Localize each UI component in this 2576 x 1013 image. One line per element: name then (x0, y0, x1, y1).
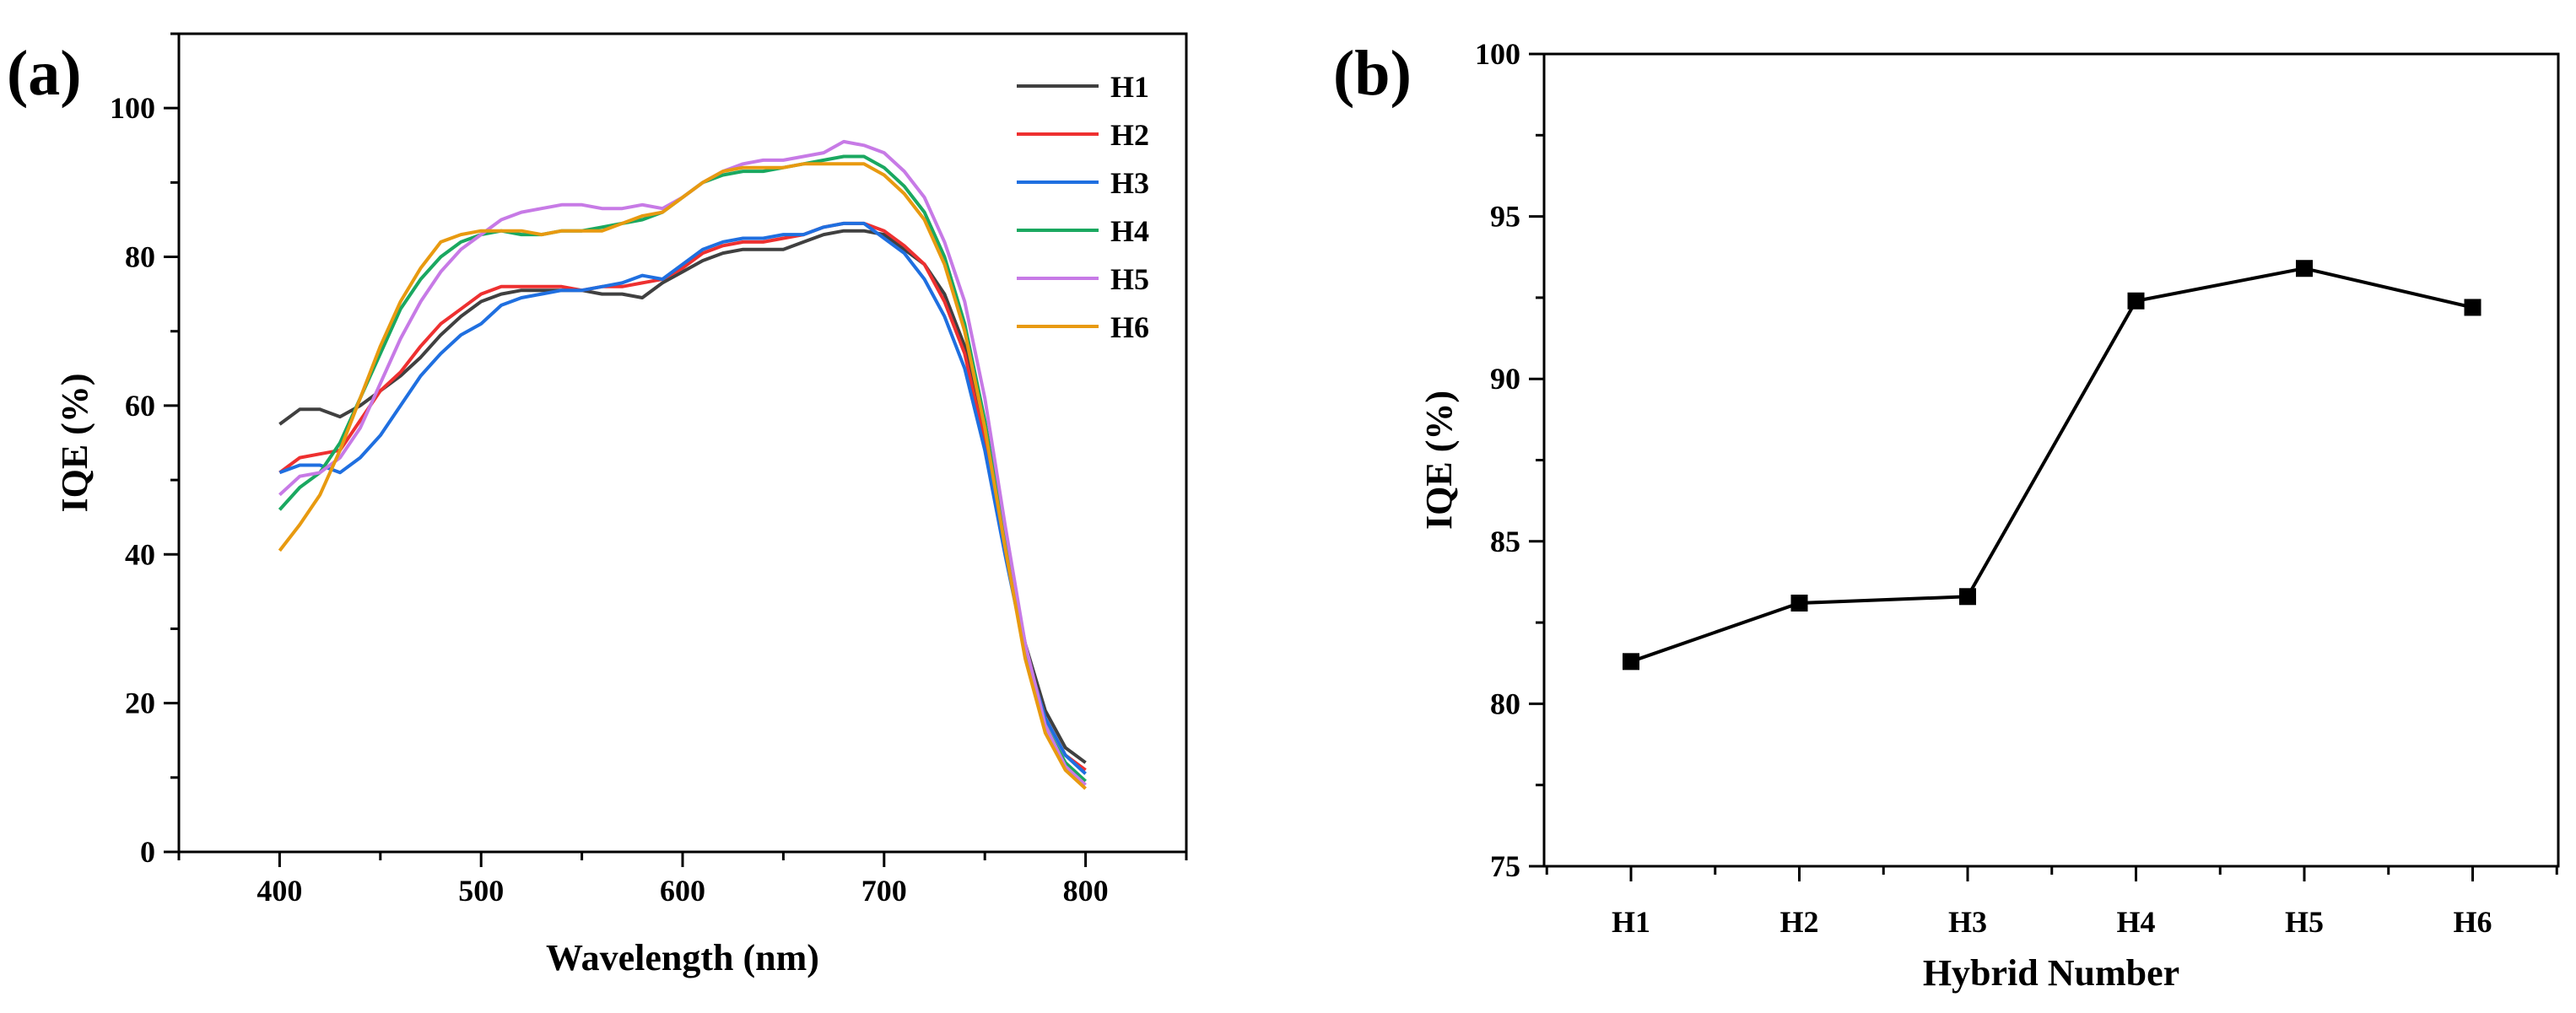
x-tick-label-b: H1 (1612, 905, 1650, 939)
x-tick-label-a: 700 (861, 874, 907, 908)
series-line-h3 (278, 221, 1087, 775)
y-tick-label-a: 40 (125, 537, 155, 571)
y-axis-title-a: IQE (%) (54, 374, 95, 513)
y-tick-label-b: 90 (1490, 362, 1520, 396)
legend-label-h2: H2 (1110, 118, 1149, 152)
x-tick-label-b: H6 (2453, 905, 2492, 939)
data-marker-h3 (1959, 588, 1976, 606)
x-tick-label-b: H2 (1779, 905, 1818, 939)
data-marker-h1 (1623, 653, 1639, 671)
legend-label-h3: H3 (1110, 166, 1149, 200)
y-tick-label-b: 95 (1490, 200, 1520, 234)
x-tick-label-a: 500 (458, 874, 504, 908)
data-marker-h4 (2127, 292, 2145, 310)
series-line-h1 (278, 229, 1087, 764)
series-line-iqe (1630, 267, 2473, 664)
y-tick-label-b: 75 (1490, 849, 1520, 883)
data-marker-h2 (1790, 594, 1808, 612)
plot-frame-b (1542, 52, 2560, 868)
series-line-h2 (278, 221, 1087, 772)
series-line-h4 (278, 154, 1087, 783)
legend-label-h1: H1 (1110, 70, 1149, 104)
x-tick-label-b: H5 (2285, 905, 2324, 939)
y-tick-label-a: 0 (140, 835, 155, 869)
y-tick-label-b: 85 (1490, 525, 1520, 558)
data-marker-h5 (2296, 260, 2313, 277)
series-line-h5 (278, 139, 1087, 787)
panel-label-b: (b) (1333, 38, 1412, 109)
x-tick-label-a: 600 (660, 874, 705, 908)
x-axis-title-a: Wavelength (nm) (546, 937, 819, 978)
x-tick-label-a: 400 (257, 874, 302, 908)
y-tick-label-b: 100 (1475, 37, 1520, 71)
x-tick-label-a: 800 (1063, 874, 1109, 908)
series-line-h6 (278, 162, 1087, 790)
panel-label-a: (a) (7, 38, 82, 109)
y-tick-label-a: 80 (125, 240, 155, 274)
data-marker-h6 (2464, 299, 2481, 316)
legend-label-h5: H5 (1110, 262, 1149, 296)
legend-label-h4: H4 (1110, 214, 1149, 248)
x-tick-label-b: H3 (1948, 905, 1987, 939)
y-tick-label-b: 80 (1490, 687, 1520, 720)
legend-label-h6: H6 (1110, 310, 1149, 344)
plot-frame-a (177, 32, 1188, 854)
y-tick-label-a: 60 (125, 389, 155, 423)
y-tick-label-a: 20 (125, 687, 155, 720)
x-axis-title-b: Hybrid Number (1923, 952, 2179, 994)
y-tick-label-a: 100 (110, 91, 155, 125)
y-axis-title-b: IQE (%) (1418, 391, 1460, 530)
x-tick-label-b: H4 (2116, 905, 2155, 939)
